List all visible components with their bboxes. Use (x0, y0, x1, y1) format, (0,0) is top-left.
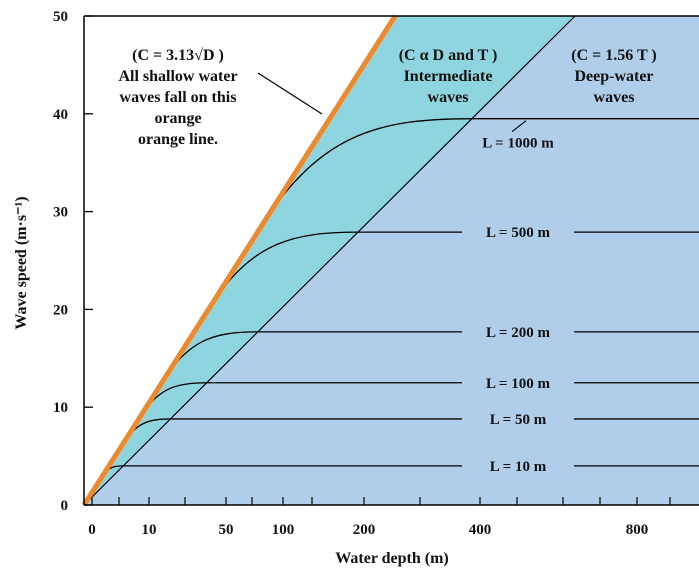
y-tick-label: 40 (53, 107, 68, 123)
deep-text-2: waves (594, 89, 635, 106)
curve-label-background (462, 222, 574, 243)
x-tick-label: 200 (353, 522, 376, 538)
curve-labels: L = 1000 m L = 500 m L = 200 m L = 100 m L =… (462, 120, 574, 476)
wavelength-curve (214, 231, 699, 300)
curve-label-background (462, 321, 574, 342)
intermediate-formula: (C α D and T ) (399, 47, 498, 64)
x-axis-title: Water depth (m) (335, 550, 448, 567)
curve-label: L = 10 m (490, 459, 547, 475)
deep-water-boundary-line (83, 15, 576, 506)
shallow-text-1: All shallow water (118, 68, 237, 85)
x-axis-ticks: 0 10 50 100 200 400 800 (88, 497, 671, 538)
y-tick-label: 30 (53, 205, 68, 221)
x-tick-label: 10 (142, 522, 157, 538)
y-tick-label: 0 (61, 498, 69, 514)
y-axis-ticks: 0 10 20 30 40 50 (53, 9, 93, 514)
curve-label: L = 1000 m (482, 136, 554, 152)
x-tick-label: 100 (272, 522, 295, 538)
y-tick-label: 20 (53, 302, 68, 318)
curve-label: L = 100 m (486, 376, 550, 392)
shallow-text-2: waves fall on this (120, 89, 237, 106)
shallow-pointer-line (257, 72, 323, 115)
wavelength-curve (268, 118, 699, 214)
y-tick-label: 10 (53, 400, 68, 416)
intermediate-annotation: (C α D and T ) Intermediate waves (399, 47, 498, 106)
shallow-annotation: (C = 3.13√D ) All shallow water waves fa… (118, 47, 323, 148)
intermediate-text-2: waves (428, 89, 469, 106)
deep-formula: (C = 1.56 T ) (571, 47, 656, 64)
x-tick-label: 800 (626, 522, 649, 538)
deep-annotation: (C = 1.56 T ) Deep-water waves (571, 47, 656, 106)
shallow-text-3: orange (154, 110, 201, 127)
curve-label-background (462, 372, 574, 393)
shallow-text-4: orange line. (138, 131, 218, 148)
curve-label: L = 50 m (490, 412, 547, 428)
deep-text-1: Deep-water (574, 68, 653, 85)
curve-label: L = 200 m (486, 325, 550, 341)
shallow-formula: (C = 3.13√D ) (132, 47, 224, 64)
curve-label-background (462, 455, 574, 476)
x-tick-label: 400 (469, 522, 492, 538)
y-tick-label: 50 (53, 9, 68, 25)
curve-label-pointer (511, 120, 527, 133)
x-tick-label: 50 (219, 522, 234, 538)
intermediate-text-1: Intermediate (404, 68, 493, 85)
y-axis-title: Wave speed (m·s⁻¹) (13, 196, 30, 329)
x-tick-label: 0 (88, 522, 96, 538)
shallow-water-line (81, 14, 398, 507)
curve-label: L = 500 m (486, 225, 550, 241)
curve-label-background (462, 408, 574, 429)
